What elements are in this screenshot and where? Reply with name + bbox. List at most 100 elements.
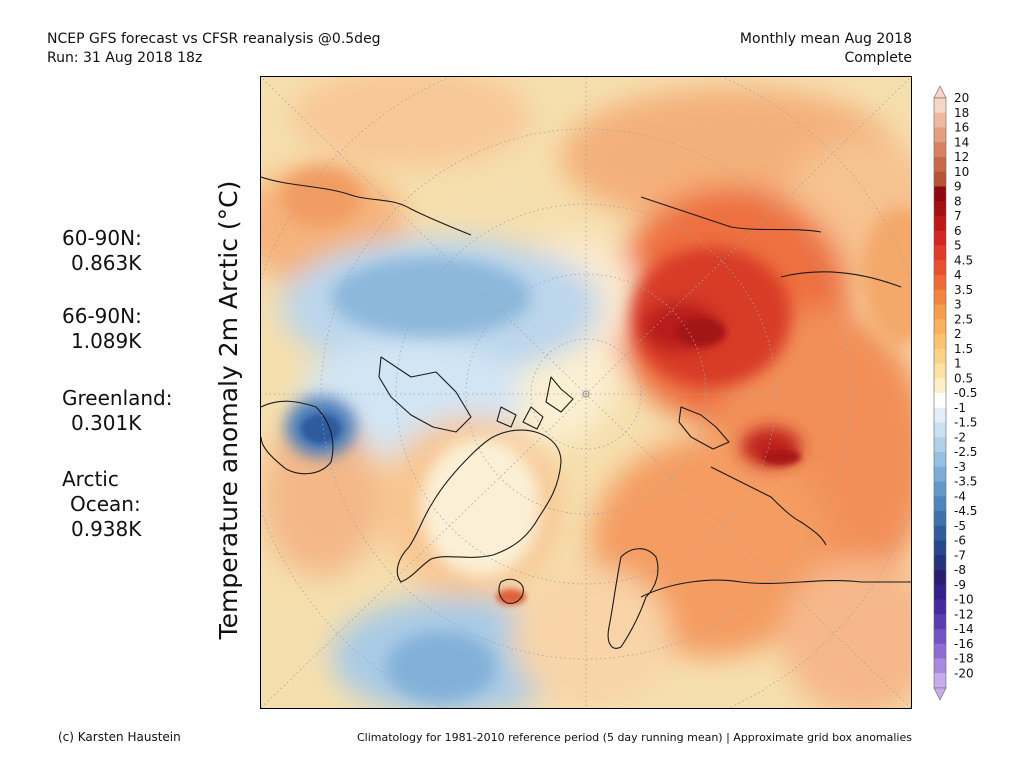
- legend-swatch: [934, 304, 946, 320]
- legend-tick-label: -10: [954, 593, 974, 607]
- copyright: (c) Karsten Haustein: [58, 730, 181, 744]
- legend-tick-label: 20: [954, 91, 969, 105]
- legend-tick-label: 4.5: [954, 253, 973, 267]
- legend-swatch: [934, 260, 946, 276]
- stat-value: 0.938K: [71, 517, 142, 541]
- legend-tick-label: -4: [954, 489, 966, 503]
- legend-swatch: [934, 393, 946, 409]
- legend-swatch: [934, 216, 946, 232]
- legend-tick-label: -6: [954, 534, 966, 548]
- legend-swatch: [934, 98, 946, 114]
- iceland-coast: [498, 578, 524, 604]
- legend-tick-label: -3.5: [954, 475, 977, 489]
- legend-tick-label: 3: [954, 298, 962, 312]
- legend-tick-label: 5: [954, 239, 962, 253]
- title-block: NCEP GFS forecast vs CFSR reanalysis @0.…: [47, 30, 381, 68]
- legend-swatch: [934, 245, 946, 261]
- legend-swatch: [934, 452, 946, 468]
- legend-swatch: [934, 481, 946, 497]
- legend-tick-label: -2: [954, 430, 966, 444]
- coastlines: [261, 176, 911, 649]
- legend-swatch: [934, 658, 946, 674]
- legend-swatch: [934, 407, 946, 423]
- legend-tick-label: -12: [954, 607, 974, 621]
- legend-tick-label: -18: [954, 652, 974, 666]
- legend-tick-label: -5: [954, 519, 966, 533]
- legend-tick-label: 6: [954, 224, 962, 238]
- legend-swatch: [934, 186, 946, 202]
- legend-tick-label: -2.5: [954, 445, 977, 459]
- legend-swatch: [934, 334, 946, 350]
- legend-swatch: [934, 511, 946, 527]
- legend-swatch: [934, 348, 946, 364]
- legend-tick-label: 2: [954, 327, 962, 341]
- completeness-label: Complete: [844, 50, 912, 66]
- stat-arctic-ocean: Arctic Ocean: 0.938K: [62, 467, 141, 542]
- period-block: Monthly mean Aug 2018 Complete: [560, 30, 912, 68]
- legend-swatch: [934, 540, 946, 556]
- stat-greenland: Greenland: 0.301K: [62, 386, 173, 436]
- stat-value: 0.863K: [71, 251, 142, 275]
- legend-tick-label: 9: [954, 180, 962, 194]
- map-canvas: [261, 77, 911, 708]
- y-axis-label: Temperature anomaly 2m Arctic (°C): [214, 180, 243, 640]
- legend-swatch: [934, 127, 946, 143]
- legend-swatch: [934, 230, 946, 246]
- legend-swatch: [934, 629, 946, 645]
- legend-swatch: [934, 555, 946, 571]
- legend-tick-label: 3.5: [954, 283, 973, 297]
- legend-tick-label: 10: [954, 165, 969, 179]
- stat-60-90n: 60-90N: 0.863K: [62, 226, 142, 276]
- legend-tick-label: 2.5: [954, 312, 973, 326]
- stat-label: Arctic: [62, 467, 119, 491]
- legend-swatch: [934, 614, 946, 630]
- north-pole-marker: [582, 390, 590, 398]
- legend-tick-label: 1.5: [954, 342, 973, 356]
- legend-swatch: [934, 466, 946, 482]
- stat-label: Greenland:: [62, 386, 173, 410]
- legend-tick-label: -20: [954, 666, 974, 680]
- graticule: [261, 77, 911, 708]
- stat-label: Ocean:: [70, 492, 141, 516]
- greenland-coast: [396, 429, 562, 583]
- title-line: NCEP GFS forecast vs CFSR reanalysis @0.…: [47, 31, 381, 47]
- legend-tick-label: -9: [954, 578, 966, 592]
- legend-swatch: [934, 599, 946, 615]
- period-label: Monthly mean Aug 2018: [739, 31, 912, 47]
- anomaly-shading-details: [301, 318, 801, 605]
- legend-swatch: [934, 584, 946, 600]
- legend-swatch: [934, 142, 946, 158]
- legend-swatch: [934, 496, 946, 512]
- canadian-archipelago-coast: [378, 356, 472, 433]
- legend-tick-label: -4.5: [954, 504, 977, 518]
- alaska-coast: [261, 176, 472, 236]
- anomaly-map: [260, 76, 912, 709]
- legend-tick-label: 0.5: [954, 371, 973, 385]
- legend-tick-label: -0.5: [954, 386, 977, 400]
- legend-tick-label: 14: [954, 135, 969, 149]
- legend-swatch: [934, 525, 946, 541]
- color-legend: 201816141210987654.543.532.521.510.5-0.5…: [933, 85, 977, 701]
- legend-swatch: [934, 201, 946, 217]
- stat-value: 0.301K: [71, 411, 142, 435]
- legend-swatch: [934, 275, 946, 291]
- legend-swatch: [934, 319, 946, 335]
- legend-swatch: [934, 363, 946, 379]
- legend-tick-label: 4: [954, 268, 962, 282]
- legend-swatch: [934, 422, 946, 438]
- legend-tick-label: -14: [954, 622, 974, 636]
- legend-arrow-top: [933, 85, 947, 99]
- run-time: Run: 31 Aug 2018 18z: [47, 50, 203, 66]
- legend-swatch: [934, 673, 946, 689]
- legend-arrow-bottom: [933, 687, 947, 701]
- anomaly-shading-broad: [261, 77, 911, 708]
- stat-label: 60-90N:: [62, 226, 142, 250]
- legend-tick-label: -16: [954, 637, 974, 651]
- legend-tick-label: 12: [954, 150, 969, 164]
- legend-swatch: [934, 643, 946, 659]
- legend-swatch: [934, 112, 946, 128]
- stat-label: 66-90N:: [62, 304, 142, 328]
- legend-swatch: [934, 378, 946, 394]
- legend-tick-label: 1: [954, 357, 962, 371]
- legend-tick-label: 18: [954, 106, 969, 120]
